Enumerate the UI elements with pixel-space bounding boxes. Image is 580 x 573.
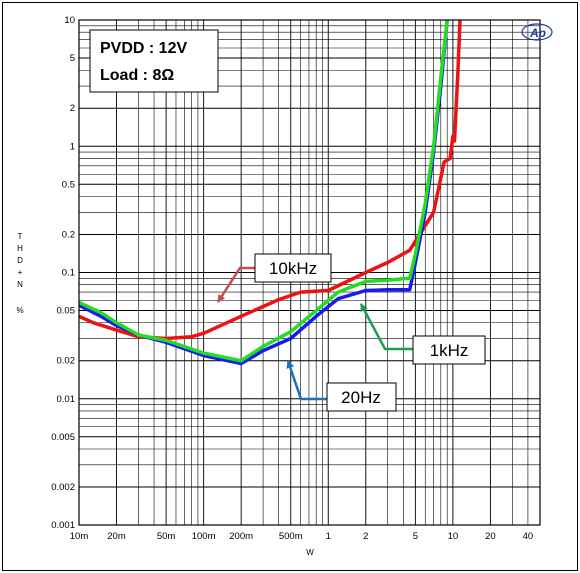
annotation-20hz: 20Hz: [286, 360, 397, 412]
series-line: [79, 20, 449, 363]
info-pvdd: PVDD : 12V: [100, 40, 187, 57]
x-tick-label: 10: [448, 531, 459, 542]
y-tick-label: 0.001: [51, 520, 75, 531]
y-axis-label: T H D + N %: [16, 232, 23, 315]
ap-logo: Ap: [521, 23, 553, 41]
x-tick-label: 10m: [70, 531, 89, 542]
y-tick-label: 1: [70, 141, 75, 152]
x-tick-label: 1: [326, 531, 331, 542]
label-20hz: 20Hz: [341, 388, 381, 407]
svg-text:Ap: Ap: [529, 26, 546, 40]
y-tick-label: 0.2: [62, 229, 75, 240]
x-tick-label: 40: [523, 531, 534, 542]
y-tick-label: 0.05: [57, 306, 76, 317]
y-tick-label: 5: [70, 53, 75, 64]
y-tick-label: 0.5: [62, 179, 75, 190]
y-tick-labels: 0.001 0.002 0.005 0.01 0.02 0.05 0.1 0.2 0.5 1 2 5 1…: [51, 15, 75, 531]
curves: [79, 20, 462, 366]
x-tick-label: 200m: [229, 531, 253, 542]
y-axis-unit: %: [16, 306, 23, 315]
x-tick-label: 20m: [107, 531, 126, 542]
x-axis-label: W: [306, 548, 314, 557]
svg-text:THD+N: T H D + N: [17, 232, 23, 289]
x-tick-label: 20: [485, 531, 496, 542]
x-tick-label: 5: [413, 531, 418, 542]
y-tick-label: 2: [70, 103, 75, 114]
label-10khz: 10kHz: [269, 259, 317, 278]
y-tick-label: 10: [64, 15, 75, 26]
x-tick-labels: 10m 20m 50m 100m 200m 500m 1 2 5 10 20 40: [70, 531, 533, 542]
y-tick-label: 0.1: [62, 268, 75, 279]
x-tick-label: 100m: [192, 531, 216, 542]
y-tick-label: 0.02: [57, 356, 76, 367]
y-tick-label: 0.002: [51, 482, 75, 493]
x-tick-label: 2: [363, 531, 368, 542]
x-tick-label: 50m: [157, 531, 176, 542]
info-load: Load : 8Ω: [100, 67, 174, 84]
x-tick-label: 500m: [279, 531, 303, 542]
annotation-10khz: 10kHz: [216, 253, 332, 303]
annotation-1khz: 1kHz: [359, 303, 486, 365]
info-box: PVDD : 12V Load : 8Ω: [89, 29, 219, 93]
plot-border: [78, 19, 541, 526]
y-tick-label: 0.01: [57, 394, 76, 405]
label-1khz: 1kHz: [430, 341, 469, 360]
y-tick-label: 0.005: [51, 432, 75, 443]
